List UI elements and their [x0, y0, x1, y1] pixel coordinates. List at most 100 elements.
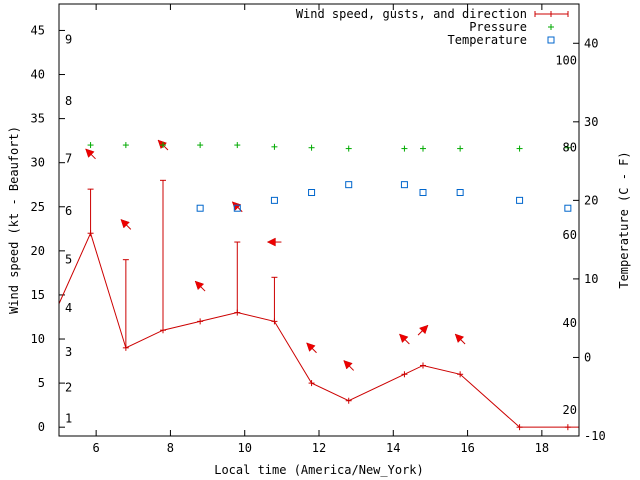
wind-point [87, 230, 94, 237]
wind-direction-arrow [194, 280, 206, 292]
wind-point [234, 309, 241, 316]
wind-direction-arrow [399, 333, 410, 345]
temperature-point [345, 181, 353, 189]
beaufort-label: 8 [65, 94, 72, 108]
wind-point [160, 327, 166, 334]
arrow-head [157, 139, 167, 150]
x-tick-label: 6 [93, 441, 100, 455]
wind-point [564, 424, 571, 431]
temperature-point [308, 189, 316, 197]
pressure-point [420, 145, 426, 152]
fahrenheit-label: 40 [563, 316, 577, 330]
x-tick-label: 8 [167, 441, 174, 455]
wind-point [457, 371, 464, 378]
x-tick-label: 16 [460, 441, 474, 455]
pressure-point [197, 142, 204, 149]
pressure-point [457, 145, 464, 152]
y-axis-right-label: Temperature (C - F) [617, 151, 631, 288]
temperature-point [456, 189, 464, 197]
arrow-head [306, 342, 316, 352]
y-right-tick-label: 20 [584, 193, 598, 207]
arrow-head [266, 237, 276, 247]
beaufort-label: 5 [65, 253, 72, 267]
wind-direction-arrow [343, 360, 355, 371]
wind-point [271, 318, 278, 325]
fahrenheit-label: 60 [563, 228, 577, 242]
pressure-point [122, 142, 129, 149]
wind-direction-arrow [306, 342, 317, 354]
y-left-tick-label: 30 [31, 156, 45, 170]
pressure-point [401, 145, 408, 152]
beaufort-label: 1 [65, 411, 72, 425]
wind-direction-arrow [120, 219, 132, 230]
fahrenheit-label: 100 [555, 54, 577, 68]
x-tick-label: 10 [237, 441, 251, 455]
legend-label-wind: Wind speed, gusts, and direction [296, 7, 527, 21]
arrow-head [399, 333, 409, 344]
plot-frame [58, 3, 580, 437]
arrow-head [419, 324, 429, 335]
legend-label-pressure: Pressure [469, 20, 527, 34]
temperature-point [270, 196, 278, 204]
pressure-point [564, 144, 571, 151]
temperature-point [516, 196, 524, 204]
temperature-point [196, 204, 204, 212]
y-right-tick-label: 0 [584, 350, 591, 364]
arrow-head [194, 280, 205, 291]
pressure-point [516, 145, 523, 152]
wind-point [401, 371, 408, 378]
pressure-point [234, 142, 241, 149]
y-axis-left-label: Wind speed (kt - Beaufort) [7, 126, 21, 314]
y-left-tick-label: 10 [31, 332, 45, 346]
wind-point [516, 424, 523, 431]
y-right-tick-label: 10 [584, 272, 598, 286]
arrow-head [120, 219, 130, 229]
wind-point [122, 344, 129, 351]
y-left-tick-label: 0 [38, 420, 45, 434]
arrow-head [343, 360, 353, 370]
wind-direction-arrow [85, 148, 96, 160]
pressure-point [345, 145, 352, 152]
x-axis-label: Local time (America/New_York) [214, 463, 424, 477]
fahrenheit-label: 20 [563, 403, 577, 417]
x-tick-label: 14 [386, 441, 400, 455]
wind-point [420, 362, 426, 369]
legend-symbol-pressure [548, 24, 554, 30]
temperature-point [233, 204, 241, 212]
beaufort-label: 4 [65, 301, 72, 315]
beaufort-label: 2 [65, 381, 72, 395]
y-left-tick-label: 45 [31, 23, 45, 37]
pressure-point [87, 142, 94, 149]
y-left-tick-label: 35 [31, 112, 45, 126]
beaufort-label: 7 [65, 151, 72, 165]
y-left-tick-label: 40 [31, 68, 45, 82]
y-left-tick-label: 15 [31, 288, 45, 302]
beaufort-label: 6 [65, 204, 72, 218]
legend-symbol-wind-plus [548, 11, 554, 17]
pressure-point [271, 143, 278, 150]
arrow-head [454, 333, 465, 344]
wind-direction-arrow [266, 237, 282, 247]
wind-direction-arrow [454, 333, 466, 345]
legend-label-temperature: Temperature [448, 33, 527, 47]
beaufort-label: 9 [65, 32, 72, 46]
wind-point [308, 380, 315, 387]
y-left-tick-label: 25 [31, 200, 45, 214]
y-left-tick-label: 20 [31, 244, 45, 258]
y-right-tick-label: 40 [584, 36, 598, 50]
wind-point [197, 318, 204, 325]
series-layer [58, 139, 579, 431]
legend: Wind speed, gusts, and direction Pressur… [296, 7, 569, 47]
y-right-tick-label: -10 [584, 429, 606, 443]
label-layer: 6 8 10 12 14 16 18051015202530354045-100102030… [31, 23, 606, 455]
beaufort-label: 3 [65, 345, 72, 359]
legend-symbols [534, 11, 569, 44]
y-left-tick-label: 5 [38, 376, 45, 390]
arrow-head [85, 148, 95, 158]
pressure-point [308, 144, 315, 151]
fahrenheit-label: 80 [563, 141, 577, 155]
wind-direction-arrow [417, 324, 429, 336]
pressure-point [160, 142, 166, 149]
x-tick-label: 18 [535, 441, 549, 455]
